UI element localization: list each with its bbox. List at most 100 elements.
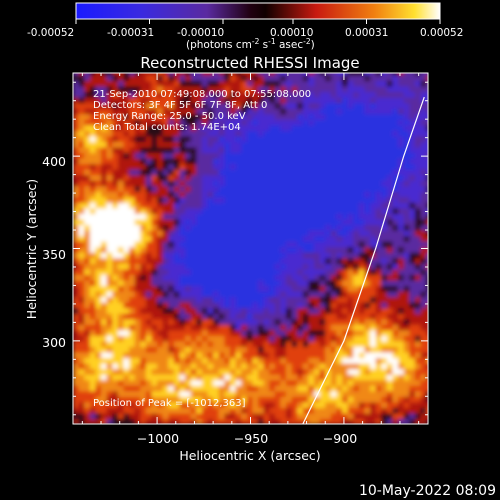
heatmap-cell bbox=[280, 218, 287, 226]
heatmap-cell bbox=[224, 379, 231, 386]
heatmap-cell bbox=[78, 324, 85, 331]
heatmap-cell bbox=[386, 274, 394, 281]
heatmap-cell bbox=[162, 246, 169, 253]
heatmap-cell bbox=[280, 313, 287, 320]
heatmap-cell bbox=[241, 418, 248, 424]
heatmap-cell bbox=[257, 313, 265, 320]
heatmap-cell bbox=[168, 268, 175, 275]
heatmap-cell bbox=[364, 102, 371, 109]
heatmap-cell bbox=[325, 390, 332, 397]
heatmap-cell bbox=[241, 307, 248, 314]
heatmap-cell bbox=[302, 357, 310, 364]
heatmap-cell bbox=[162, 91, 169, 98]
heatmap-cell bbox=[291, 274, 298, 281]
heatmap-cell bbox=[426, 124, 428, 131]
heatmap-cell bbox=[112, 213, 119, 220]
heatmap-cell bbox=[162, 207, 169, 214]
heatmap-cell bbox=[106, 290, 113, 298]
heatmap-cell bbox=[286, 124, 293, 131]
heatmap-cell bbox=[319, 335, 326, 342]
heatmap-cell bbox=[140, 152, 147, 159]
heatmap-cell bbox=[101, 119, 108, 126]
heatmap-cell bbox=[286, 246, 293, 253]
heatmap-cell bbox=[392, 329, 399, 336]
heatmap-cell bbox=[358, 202, 366, 209]
heatmap-cell bbox=[190, 302, 197, 309]
heatmap-cell bbox=[291, 146, 298, 154]
heatmap-cell bbox=[325, 379, 332, 386]
heatmap-cell bbox=[196, 374, 203, 381]
heatmap-cell bbox=[229, 230, 237, 237]
heatmap-cell bbox=[185, 329, 192, 336]
heatmap-cell bbox=[375, 329, 382, 336]
heatmap-cell bbox=[196, 241, 203, 248]
heatmap-cell bbox=[353, 324, 360, 331]
heatmap-cell bbox=[257, 97, 265, 104]
heatmap-cell bbox=[95, 396, 102, 403]
heatmap-cell bbox=[358, 119, 366, 126]
heatmap-cell bbox=[375, 374, 382, 381]
heatmap-cell bbox=[229, 224, 237, 231]
heatmap-cell bbox=[409, 174, 416, 181]
heatmap-cell bbox=[112, 141, 119, 148]
heatmap-cell bbox=[302, 241, 310, 248]
heatmap-cell bbox=[95, 196, 102, 203]
heatmap-cell bbox=[302, 218, 310, 226]
heatmap-cell bbox=[201, 218, 209, 226]
heatmap-cell bbox=[95, 418, 102, 424]
heatmap-cell bbox=[196, 379, 203, 386]
heatmap-cell bbox=[201, 285, 209, 292]
heatmap-cell bbox=[145, 141, 153, 148]
heatmap-cell bbox=[235, 213, 242, 220]
heatmap-cell bbox=[134, 324, 141, 331]
heatmap-cell bbox=[168, 363, 175, 370]
heatmap-cell bbox=[117, 390, 125, 397]
heatmap-cell bbox=[336, 324, 343, 331]
heatmap-cell bbox=[134, 268, 141, 275]
heatmap-cell bbox=[73, 313, 80, 320]
heatmap-cell bbox=[291, 252, 298, 259]
heatmap-cell bbox=[280, 91, 287, 98]
heatmap-cell bbox=[201, 357, 209, 364]
heatmap-cell bbox=[302, 185, 310, 192]
heatmap-cell bbox=[229, 119, 237, 126]
heatmap-cell bbox=[123, 268, 130, 275]
heatmap-cell bbox=[179, 135, 186, 142]
heatmap-cell bbox=[403, 102, 410, 109]
heatmap-cell bbox=[106, 257, 113, 264]
heatmap-cell bbox=[89, 307, 97, 314]
heatmap-cell bbox=[78, 401, 85, 408]
heatmap-cell bbox=[95, 169, 102, 176]
heatmap-cell bbox=[252, 102, 259, 109]
heatmap-cell bbox=[297, 307, 304, 314]
heatmap-cell bbox=[73, 274, 80, 281]
heatmap-cell bbox=[286, 119, 293, 126]
heatmap-cell bbox=[224, 146, 231, 154]
heatmap-cell bbox=[370, 185, 377, 192]
heatmap-cell bbox=[398, 241, 405, 248]
heatmap-cell bbox=[347, 285, 354, 292]
heatmap-cell bbox=[274, 202, 281, 209]
heatmap-cell bbox=[246, 235, 253, 242]
heatmap-cell bbox=[308, 401, 315, 408]
heatmap-cell bbox=[89, 390, 97, 397]
heatmap-cell bbox=[358, 279, 366, 287]
heatmap-cell bbox=[112, 191, 119, 198]
heatmap-cell bbox=[190, 313, 197, 320]
heatmap-cell bbox=[218, 91, 225, 98]
colorbar-tick-label: -0.00010 bbox=[177, 27, 224, 39]
heatmap-cell bbox=[112, 313, 119, 320]
heatmap-cell bbox=[291, 329, 298, 336]
heatmap-cell bbox=[319, 401, 326, 408]
heatmap-cell bbox=[235, 80, 242, 87]
heatmap-cell bbox=[342, 407, 349, 414]
heatmap-cell bbox=[403, 412, 410, 420]
heatmap-cell bbox=[73, 396, 80, 403]
heatmap-cell bbox=[235, 418, 242, 424]
heatmap-cell bbox=[336, 340, 343, 348]
heatmap-cell bbox=[246, 263, 253, 270]
heatmap-cell bbox=[280, 191, 287, 198]
heatmap-cell bbox=[302, 97, 310, 104]
heatmap-cell bbox=[241, 235, 248, 242]
heatmap-cell bbox=[229, 80, 237, 87]
